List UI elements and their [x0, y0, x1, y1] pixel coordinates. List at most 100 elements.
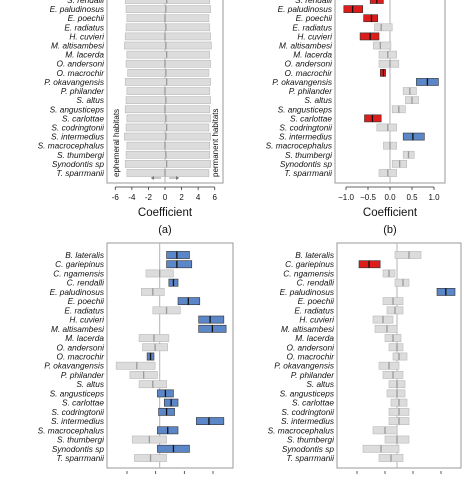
coef-box	[378, 59, 400, 68]
coef-box	[125, 5, 211, 13]
species-label: S. thumbergi	[285, 150, 333, 160]
species-label: S. thumbergi	[287, 435, 335, 445]
species-label: O. andersoni	[286, 342, 335, 352]
x-tick-label: 0.0	[384, 193, 396, 202]
species-label: O. andersoni	[284, 59, 333, 69]
species-label: C. rendalli	[67, 278, 106, 288]
species-label: S. angusticeps	[50, 104, 104, 114]
species-label: M. lacerda	[293, 50, 332, 60]
species-label: M. altisambesi	[279, 41, 333, 51]
species-label: B. lateralis	[295, 250, 334, 260]
species-label: H. cuvieri	[69, 315, 105, 325]
species-label: S. thumbergi	[57, 150, 105, 160]
species-label: O. macrochir	[57, 68, 106, 78]
species-label: E. poechii	[298, 296, 336, 306]
species-label: E. paludinosus	[280, 287, 334, 297]
left-arrowhead-icon	[151, 176, 154, 180]
species-label: O. andersoni	[56, 342, 105, 352]
species-label: E. radiatus	[64, 305, 104, 315]
species-label: S. codringtonii	[281, 407, 335, 417]
coef-box	[376, 123, 397, 132]
coef-box	[359, 32, 380, 41]
coef-box	[125, 59, 211, 68]
species-label: M. lacerda	[295, 333, 334, 343]
coef-box	[386, 389, 406, 398]
species-label: P. okavangensis	[272, 77, 332, 87]
species-label: S. rendalli	[295, 0, 333, 5]
coef-box	[124, 78, 211, 86]
species-label: E. paludinosus	[278, 4, 332, 14]
species-label: E. paludinosus	[50, 4, 104, 14]
coef-box	[126, 141, 211, 150]
species-label: H. cuvieri	[297, 31, 333, 41]
species-label: C. ngamensis	[283, 268, 334, 278]
coef-box	[125, 23, 211, 32]
species-label: B. lateralis	[65, 250, 104, 260]
x-axis-title: Coefficient	[363, 207, 418, 219]
x-tick-label: -4	[128, 193, 136, 202]
species-label: P. philander	[291, 370, 335, 380]
species-label: C. gariepinus	[285, 259, 334, 269]
species-label: Synodontis sp	[280, 159, 333, 169]
species-label: C. rendalli	[297, 278, 336, 288]
x-tick-label: 4	[196, 193, 201, 202]
species-label: S. angusticeps	[280, 388, 334, 398]
coef-box	[124, 41, 212, 50]
coef-box	[125, 123, 210, 132]
coef-box	[127, 68, 210, 77]
species-label: S. codringtonii	[51, 122, 105, 132]
species-label: T. sparrmanii	[286, 453, 335, 463]
species-label: S. altus	[76, 95, 104, 105]
species-label: S. carlottae	[292, 398, 334, 408]
coef-box	[126, 50, 211, 59]
coef-box	[126, 114, 211, 123]
species-label: T. sparrmanii	[284, 168, 333, 178]
coef-box	[388, 343, 404, 352]
species-label: S. intermedius	[281, 416, 334, 426]
x-axis-title: Coefficient	[138, 207, 193, 219]
x-tick-label: −1.0	[338, 193, 354, 202]
species-label: E. poechii	[68, 13, 106, 23]
species-label: S. macrocephalus	[266, 141, 332, 151]
species-label: S. codringtonii	[279, 122, 333, 132]
species-label: T. sparrmanii	[56, 168, 105, 178]
species-label: S. thumbergi	[57, 435, 105, 445]
coef-box	[126, 87, 211, 95]
x-tick-label: 0.5	[406, 193, 418, 202]
coef-box	[125, 96, 211, 105]
coef-box	[343, 5, 364, 13]
species-label: M. altisambesi	[51, 41, 105, 51]
x-tick-label: 2	[179, 193, 184, 202]
coef-box	[115, 361, 156, 370]
species-label: O. macrochir	[287, 352, 336, 362]
coef-box	[372, 41, 392, 50]
species-label: E. radiatus	[64, 22, 104, 32]
species-label: S. altus	[76, 379, 104, 389]
x-tick-label: 0	[163, 193, 168, 202]
species-label: S. macrocephalus	[38, 141, 104, 151]
coef-box	[126, 14, 210, 23]
species-label: P. philander	[289, 86, 333, 96]
coef-box	[196, 417, 225, 425]
coef-box	[394, 278, 410, 287]
species-label: S. carlottae	[290, 113, 332, 123]
permanent-habitats-label: permanent habitats	[211, 109, 220, 178]
species-label: T. sparrmanii	[56, 453, 105, 463]
coef-box	[124, 32, 211, 41]
species-label: S. carlottae	[62, 113, 104, 123]
coef-box	[392, 352, 408, 361]
species-label: S. angusticeps	[278, 104, 332, 114]
species-label: P. okavangensis	[44, 361, 104, 371]
species-label: O. andersoni	[56, 59, 105, 69]
x-tick-label: −0.5	[360, 193, 376, 202]
species-label: S. macrocephalus	[268, 425, 334, 435]
species-label: E. radiatus	[292, 22, 332, 32]
coef-box	[363, 14, 378, 23]
species-label: M. altisambesi	[281, 324, 335, 334]
species-label: P. okavangensis	[274, 361, 334, 371]
species-label: C. gariepinus	[55, 259, 104, 269]
